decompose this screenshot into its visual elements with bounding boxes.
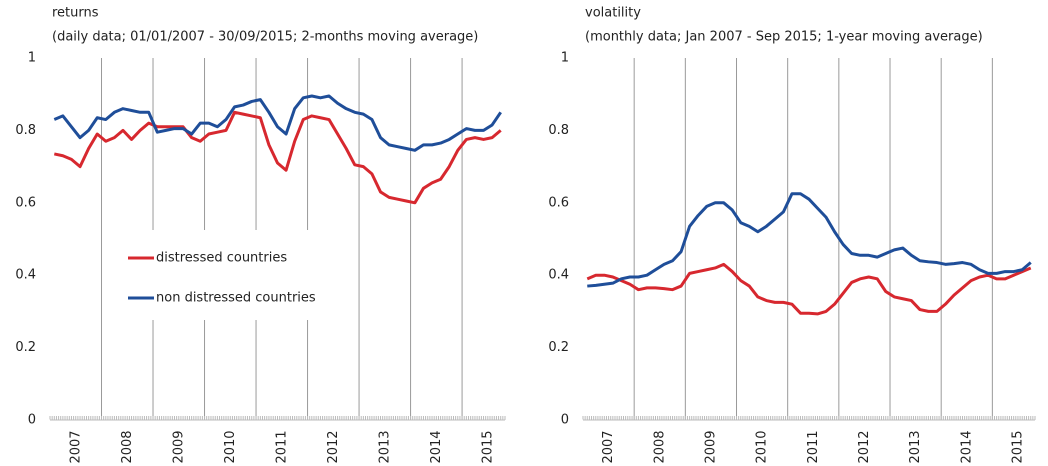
- series-line: [586, 262, 1032, 316]
- y-tick-label: 1: [28, 51, 36, 66]
- x-tick-label: 2007: [68, 430, 83, 463]
- y-tick-label: 0.2: [548, 340, 569, 355]
- x-tick-label: 2008: [120, 430, 135, 463]
- y-tick-label: 0.4: [548, 268, 569, 283]
- x-tick-label: 2010: [223, 430, 238, 463]
- x-tick-label: 2015: [1010, 430, 1025, 463]
- x-tick-label: 2014: [959, 430, 974, 463]
- legend-label: non distressed countries: [156, 291, 316, 306]
- x-tick-label: 2009: [171, 430, 186, 463]
- y-tick-label: 0.2: [15, 340, 36, 355]
- y-tick-label: 0.4: [15, 268, 36, 283]
- x-tick-label: 2010: [755, 430, 770, 463]
- x-tick-label: 2008: [652, 430, 667, 463]
- x-tick-label: 2011: [806, 430, 821, 463]
- x-tick-label: 2007: [601, 430, 616, 463]
- x-tick-label: 2013: [908, 430, 923, 463]
- y-tick-label: 0: [28, 413, 36, 428]
- x-tick-label: 2009: [703, 430, 718, 463]
- series-line: [587, 192, 1032, 288]
- y-tick-label: 1: [561, 51, 569, 66]
- chart-subtitle: (daily data; 01/01/2007 - 30/09/2015; 2-…: [52, 30, 478, 45]
- chart-subtitle: (monthly data; Jan 2007 - Sep 2015; 1-ye…: [585, 30, 983, 45]
- y-tick-label: 0.8: [548, 123, 569, 138]
- x-tick-label: 2014: [429, 430, 444, 463]
- x-tick-label: 2012: [857, 430, 872, 463]
- chart-title: returns: [52, 6, 99, 21]
- series-line: [53, 110, 502, 205]
- series-line: [53, 94, 502, 152]
- x-tick-label: 2013: [377, 430, 392, 463]
- x-tick-label: 2011: [274, 430, 289, 463]
- x-tick-label: 2012: [326, 430, 341, 463]
- y-tick-label: 0: [561, 413, 569, 428]
- chart-title: volatility: [585, 6, 641, 21]
- legend-box: [112, 230, 332, 320]
- y-tick-label: 0.6: [15, 195, 36, 210]
- y-tick-label: 0.6: [548, 195, 569, 210]
- x-tick-label: 2015: [480, 430, 495, 463]
- legend-label: distressed countries: [156, 251, 287, 266]
- y-tick-label: 0.8: [15, 123, 36, 138]
